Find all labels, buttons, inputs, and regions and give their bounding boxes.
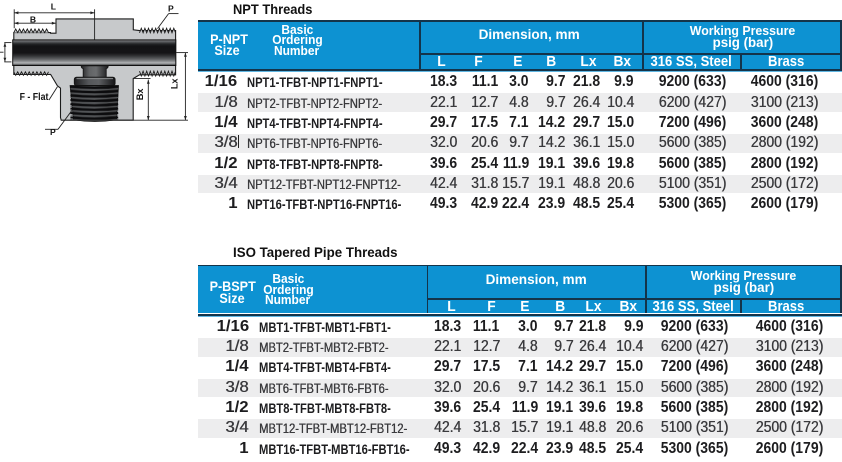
svg-text:F - Flat: F - Flat xyxy=(20,92,49,103)
svg-text:L: L xyxy=(51,1,56,11)
svg-text:P: P xyxy=(50,127,56,137)
svg-text:P: P xyxy=(168,3,174,13)
svg-text:Bx: Bx xyxy=(135,88,145,101)
svg-text:Lx: Lx xyxy=(170,78,180,90)
svg-text:B: B xyxy=(30,15,36,25)
